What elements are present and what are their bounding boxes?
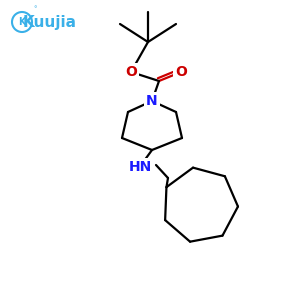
Text: O: O bbox=[175, 65, 187, 79]
Text: N: N bbox=[146, 94, 158, 108]
Text: K: K bbox=[18, 17, 26, 27]
Text: °: ° bbox=[33, 6, 37, 12]
Text: O: O bbox=[125, 65, 137, 79]
Text: Kuujia: Kuujia bbox=[23, 14, 77, 29]
Text: HN: HN bbox=[128, 160, 152, 174]
